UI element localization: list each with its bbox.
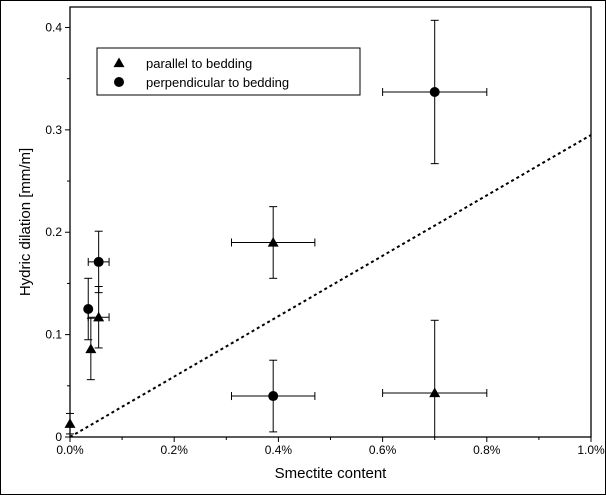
legend-entry-perpendicular: perpendicular to bedding: [146, 75, 289, 90]
data-point-circle: [93, 256, 104, 267]
y-tick-label: 0.2: [45, 225, 62, 239]
y-tick-label: 0.4: [45, 20, 62, 34]
x-axis-label: Smectite content: [275, 465, 388, 482]
legend: parallel to bedding perpendicular to bed…: [96, 47, 361, 96]
legend-box: [96, 47, 361, 96]
x-axis-ticks: 0.0% 0.2% 0.4% 0.6% 0.8% 1.0%: [56, 437, 605, 457]
legend-marker-circle-icon: [114, 77, 124, 87]
reference-line: [69, 134, 592, 438]
x-tick-label: 0.6%: [369, 443, 397, 457]
data-point-triangle: [267, 236, 279, 247]
data-point-triangle: [85, 343, 97, 354]
data-point-triangle: [429, 387, 441, 398]
y-axis-ticks: 0 0.1 0.2 0.3 0.4: [45, 20, 70, 444]
data-point-circle: [429, 86, 440, 97]
y-tick-label: 0: [55, 430, 62, 444]
data-point-triangle: [93, 311, 105, 322]
reference-line-layer: [69, 134, 592, 438]
x-tick-label: 1.0%: [577, 443, 605, 457]
marker-layer: [64, 86, 441, 428]
x-tick-label: 0.4%: [265, 443, 293, 457]
x-tick-label: 0.2%: [161, 443, 189, 457]
legend-entry-parallel: parallel to bedding: [146, 56, 252, 71]
y-tick-label: 0.3: [45, 123, 62, 137]
legend-marker-triangle-icon: [113, 57, 125, 68]
data-point-circle: [83, 304, 94, 315]
data-point-circle: [268, 391, 279, 402]
x-tick-label: 0.0%: [56, 443, 84, 457]
data-point-triangle: [64, 418, 76, 428]
y-tick-label: 0.1: [45, 328, 62, 342]
y-axis-label: Hydric dilation [mm/m]: [17, 148, 34, 296]
x-tick-label: 0.8%: [473, 443, 501, 457]
